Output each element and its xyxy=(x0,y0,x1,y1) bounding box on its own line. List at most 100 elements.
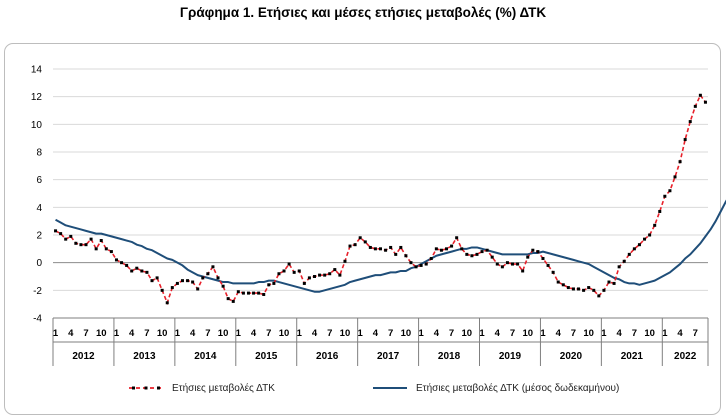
data-point xyxy=(678,160,682,164)
data-point xyxy=(272,281,276,285)
series-annual xyxy=(54,93,707,306)
data-point xyxy=(226,297,230,301)
data-point xyxy=(424,262,428,266)
data-point xyxy=(571,287,575,291)
data-point xyxy=(389,245,393,249)
legend-item-annual: Ετήσιες μεταβολές ΔΤΚ xyxy=(128,380,275,396)
data-point xyxy=(475,252,479,256)
data-point xyxy=(556,280,560,284)
data-point xyxy=(419,263,423,267)
data-point xyxy=(429,257,433,261)
data-point xyxy=(546,263,550,267)
data-point xyxy=(384,248,388,252)
x-tick-label: 4 xyxy=(68,328,74,339)
legend-item-average: Ετήσιες μεταβολές ΔΤΚ (μέσος δωδεκαμήνου… xyxy=(372,380,619,396)
data-point xyxy=(64,237,68,241)
data-point xyxy=(262,292,266,296)
data-point xyxy=(125,263,129,267)
data-point xyxy=(246,291,250,295)
legend-label-average: Ετήσιες μεταβολές ΔΤΚ (μέσος δωδεκαμήνου… xyxy=(416,382,620,394)
legend-swatch-average xyxy=(373,387,407,389)
data-point xyxy=(531,248,535,252)
data-point xyxy=(394,252,398,256)
data-point xyxy=(297,269,301,273)
data-point xyxy=(485,248,489,252)
chart-frame xyxy=(4,43,721,415)
year-label: 2020 xyxy=(560,351,583,362)
data-point xyxy=(637,243,641,247)
data-point xyxy=(348,244,352,248)
x-tick-label: 4 xyxy=(190,328,196,339)
data-point xyxy=(399,245,403,249)
data-point xyxy=(460,247,464,251)
data-point xyxy=(343,259,347,263)
data-point xyxy=(592,288,596,292)
x-tick-label: 10 xyxy=(279,328,290,339)
y-tick-label: 4 xyxy=(36,203,42,214)
data-point xyxy=(612,281,616,285)
x-tick-label: 4 xyxy=(434,328,440,339)
year-label: 2019 xyxy=(499,351,522,362)
data-point xyxy=(622,259,626,263)
data-point xyxy=(688,120,692,124)
data-point xyxy=(140,269,144,273)
data-point xyxy=(663,194,667,198)
x-tick-label: 10 xyxy=(644,328,655,339)
data-point xyxy=(312,275,316,278)
data-point xyxy=(221,284,225,288)
x-tick-label: 10 xyxy=(401,328,412,339)
data-point xyxy=(653,223,657,227)
year-label: 2012 xyxy=(72,351,95,362)
data-point xyxy=(505,261,509,265)
data-point xyxy=(561,283,565,287)
data-point xyxy=(282,269,286,273)
data-point xyxy=(99,239,103,243)
x-tick-label: 7 xyxy=(205,328,210,339)
data-point xyxy=(130,269,134,273)
x-tick-label: 1 xyxy=(236,328,242,339)
data-point xyxy=(89,237,93,241)
x-axis: 1 4 7 10 1 4 7 10 1 4 7 10 1 4 7 10 1 4 7 10 1 4 7 10 1 4 7 10 1 4 7 10… xyxy=(52,317,709,366)
data-point xyxy=(668,189,672,193)
x-tick-label: 7 xyxy=(449,328,454,339)
gridlines xyxy=(53,68,708,319)
data-point xyxy=(551,270,555,274)
data-point xyxy=(465,252,469,256)
data-point xyxy=(267,283,271,287)
year-label: 2018 xyxy=(438,351,461,362)
data-point xyxy=(500,265,504,269)
x-tick-label: 7 xyxy=(510,328,515,339)
x-tick-label: 1 xyxy=(114,328,120,339)
y-tick-label: 0 xyxy=(36,258,42,269)
data-point xyxy=(373,247,377,251)
data-point xyxy=(292,270,296,274)
x-tick-label: 10 xyxy=(157,328,168,339)
data-point xyxy=(379,247,382,251)
year-label: 2016 xyxy=(316,351,339,362)
data-point xyxy=(135,266,139,270)
data-point xyxy=(236,290,240,294)
data-point xyxy=(597,294,601,298)
data-point xyxy=(180,279,184,283)
data-point xyxy=(165,301,169,305)
data-point xyxy=(587,286,591,290)
y-tick-label: 6 xyxy=(36,175,42,186)
data-point xyxy=(104,247,108,251)
y-tick-label: -4 xyxy=(33,314,42,325)
data-point xyxy=(582,288,586,292)
data-point xyxy=(683,138,687,142)
x-tick-label: 4 xyxy=(556,328,562,339)
x-tick-label: 7 xyxy=(632,328,637,339)
data-point xyxy=(186,279,190,283)
legend-swatch-annual xyxy=(129,386,163,390)
data-point xyxy=(338,273,342,277)
data-point xyxy=(206,272,210,276)
x-tick-label: 4 xyxy=(251,328,257,339)
data-point xyxy=(257,291,261,295)
data-point xyxy=(526,255,530,259)
data-point xyxy=(414,265,418,269)
data-point xyxy=(480,250,484,254)
x-tick-label: 7 xyxy=(388,328,393,339)
y-tick-label: 8 xyxy=(36,148,42,159)
data-point xyxy=(617,265,621,269)
